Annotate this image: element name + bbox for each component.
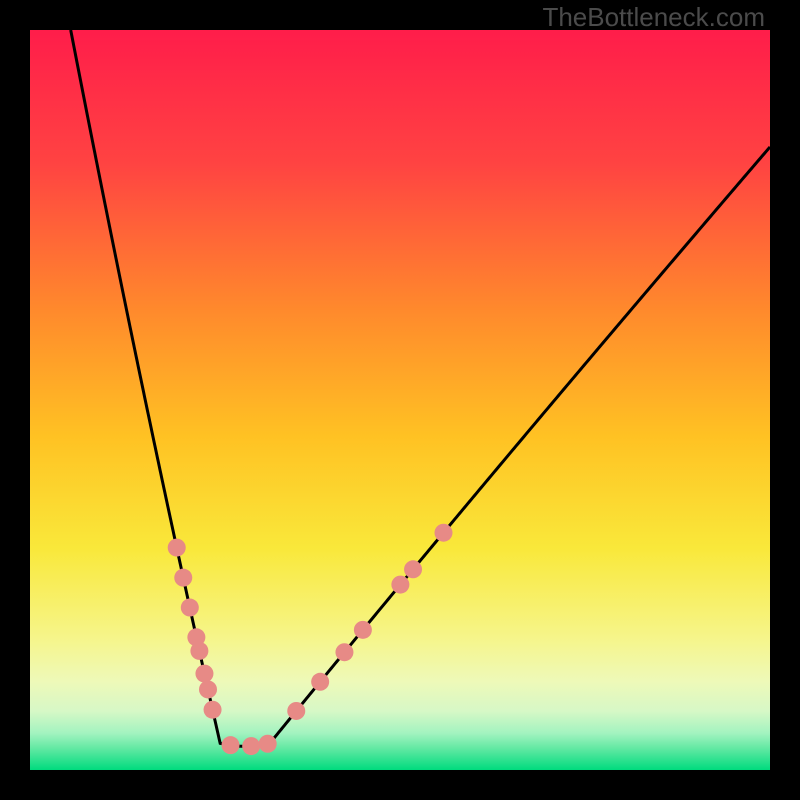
- data-point: [311, 673, 329, 691]
- data-point: [222, 736, 240, 754]
- data-point: [199, 680, 217, 698]
- bottleneck-curve-layer: [30, 30, 770, 770]
- data-point: [435, 524, 453, 542]
- data-point: [174, 569, 192, 587]
- data-point: [404, 560, 422, 578]
- bottleneck-curve: [71, 30, 770, 746]
- data-point: [181, 599, 199, 617]
- chart-stage: TheBottleneck.com: [0, 0, 800, 800]
- data-point: [190, 642, 208, 660]
- plot-area: [30, 30, 770, 770]
- data-point: [204, 701, 222, 719]
- data-point: [335, 643, 353, 661]
- data-point: [354, 621, 372, 639]
- data-point: [242, 737, 260, 755]
- data-point: [391, 576, 409, 594]
- data-point: [168, 539, 186, 557]
- data-point: [259, 735, 277, 753]
- data-point: [287, 702, 305, 720]
- watermark-text: TheBottleneck.com: [542, 2, 765, 33]
- data-point: [195, 665, 213, 683]
